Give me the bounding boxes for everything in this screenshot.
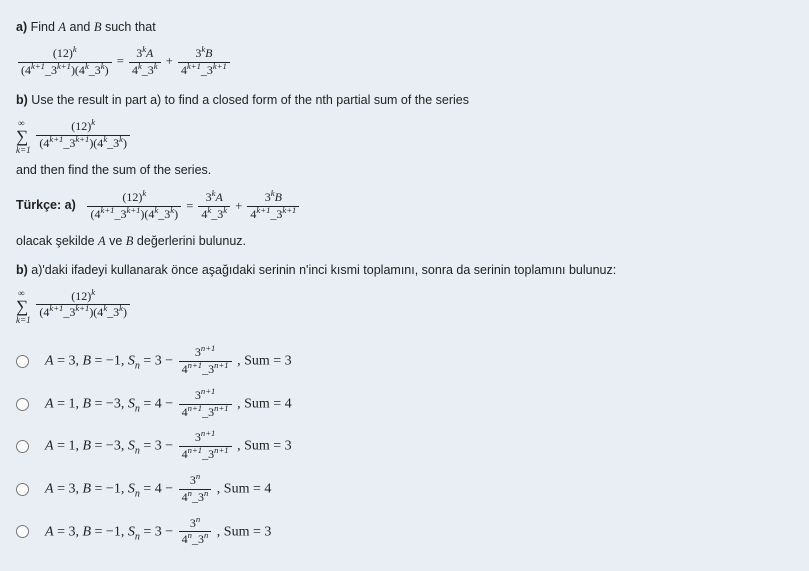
part-a-heading: a) Find A and B such that <box>16 18 793 37</box>
series-2: ∑∞k=1 (12)k (4k+1_3k+1)(4k_3k) <box>16 290 793 321</box>
options-list: A = 3, B = −1, Sn = 3 − 3n+14n+1_3n+1 , … <box>16 346 793 547</box>
option-row[interactable]: A = 1, B = −3, Sn = 3 − 3n+14n+1_3n+1 , … <box>16 431 793 462</box>
olacak-text: olacak şekilde A ve B değerlerini bulunu… <box>16 232 793 251</box>
radio-icon[interactable] <box>16 525 29 538</box>
turkce-b: b) a)'daki ifadeyi kullanarak önce aşağı… <box>16 261 793 280</box>
radio-icon[interactable] <box>16 355 29 368</box>
eq1-lhs: (12)k (4k+1_3k+1)(4k_3k) <box>18 47 112 78</box>
part-b-heading: b) Use the result in part a) to find a c… <box>16 91 793 110</box>
b-label: b) <box>16 93 28 107</box>
option-row[interactable]: A = 3, B = −1, Sn = 3 − 3n+14n+1_3n+1 , … <box>16 346 793 377</box>
series-1: ∑∞k=1 (12)k (4k+1_3k+1)(4k_3k) <box>16 120 793 151</box>
sigma-icon: ∑∞k=1 <box>16 294 28 320</box>
turkce-label: Türkçe: a) <box>16 199 76 213</box>
option-row[interactable]: A = 3, B = −1, Sn = 4 − 3n4n_3n , Sum = … <box>16 474 793 505</box>
radio-icon[interactable] <box>16 440 29 453</box>
option-text: A = 1, B = −3, Sn = 4 − 3n+14n+1_3n+1 , … <box>45 389 292 420</box>
after-sum-text: and then find the sum of the series. <box>16 161 793 180</box>
eq1-rhs1: 3kA 4k_3k <box>129 47 161 78</box>
option-text: A = 3, B = −1, Sn = 3 − 3n+14n+1_3n+1 , … <box>45 346 292 377</box>
option-text: A = 3, B = −1, Sn = 3 − 3n4n_3n , Sum = … <box>45 517 271 548</box>
option-row[interactable]: A = 3, B = −1, Sn = 3 − 3n4n_3n , Sum = … <box>16 517 793 548</box>
option-text: A = 3, B = −1, Sn = 4 − 3n4n_3n , Sum = … <box>45 474 271 505</box>
radio-icon[interactable] <box>16 483 29 496</box>
turkce-a: Türkçe: a) (12)k (4k+1_3k+1)(4k_3k) = 3k… <box>16 191 793 222</box>
option-row[interactable]: A = 1, B = −3, Sn = 4 − 3n+14n+1_3n+1 , … <box>16 389 793 420</box>
sigma-icon: ∑∞k=1 <box>16 124 28 150</box>
equation-1: (12)k (4k+1_3k+1)(4k_3k) = 3kA 4k_3k + 3… <box>16 47 793 78</box>
a-label: a) <box>16 20 27 34</box>
eq1-rhs2: 3kB 4k+1_3k+1 <box>178 47 230 78</box>
option-text: A = 1, B = −3, Sn = 3 − 3n+14n+1_3n+1 , … <box>45 431 292 462</box>
radio-icon[interactable] <box>16 398 29 411</box>
